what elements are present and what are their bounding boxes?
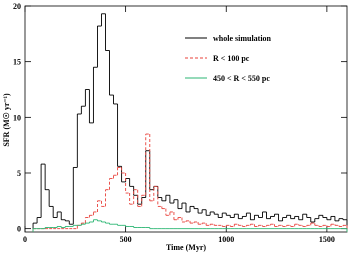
legend-label: 450 < R < 550 pc	[213, 74, 270, 83]
y-axis-label: SFR (M☉ yr⁻¹)	[2, 93, 11, 147]
x-tick-label: 0	[23, 235, 27, 244]
x-tick-label: 1500	[319, 235, 335, 244]
plot-frame	[24, 5, 348, 233]
step-connector	[32, 134, 348, 232]
x-tick-label: 1000	[218, 235, 234, 244]
y-tick-label: 0	[17, 225, 21, 234]
y-tick-label: 10	[13, 113, 21, 122]
x-tick-label: 500	[120, 235, 132, 244]
y-tick-label: 20	[13, 2, 21, 11]
y-tick-label: 5	[17, 169, 21, 178]
legend-label: R < 100 pc	[213, 54, 250, 63]
legend-label: whole simulation	[213, 34, 272, 43]
x-axis-label: Time (Myr)	[166, 243, 206, 252]
step-connector	[32, 13, 348, 232]
y-tick-label: 15	[13, 58, 21, 67]
